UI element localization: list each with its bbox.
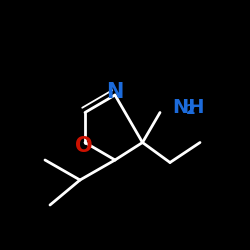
Text: NH: NH — [172, 98, 205, 117]
Text: O: O — [75, 136, 92, 156]
Text: N: N — [106, 82, 124, 102]
Text: 2: 2 — [186, 103, 196, 117]
